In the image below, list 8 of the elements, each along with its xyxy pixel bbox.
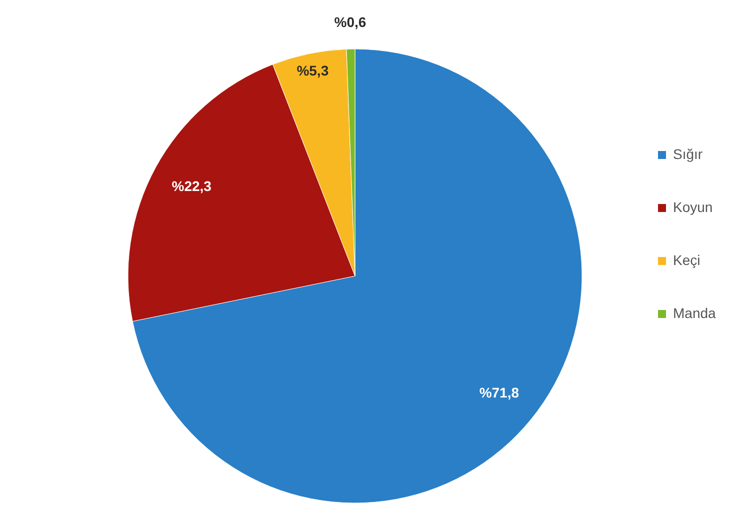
legend-label: Koyun xyxy=(673,199,713,215)
legend-label: Keçi xyxy=(673,252,700,268)
legend-label: Manda xyxy=(673,305,716,321)
data-label: %71,8 xyxy=(479,384,520,401)
legend-label: Sığır xyxy=(673,146,703,162)
data-label: %22,3 xyxy=(172,178,212,194)
data-label: %5,3 xyxy=(296,62,329,78)
data-label: %0,6 xyxy=(334,14,366,30)
